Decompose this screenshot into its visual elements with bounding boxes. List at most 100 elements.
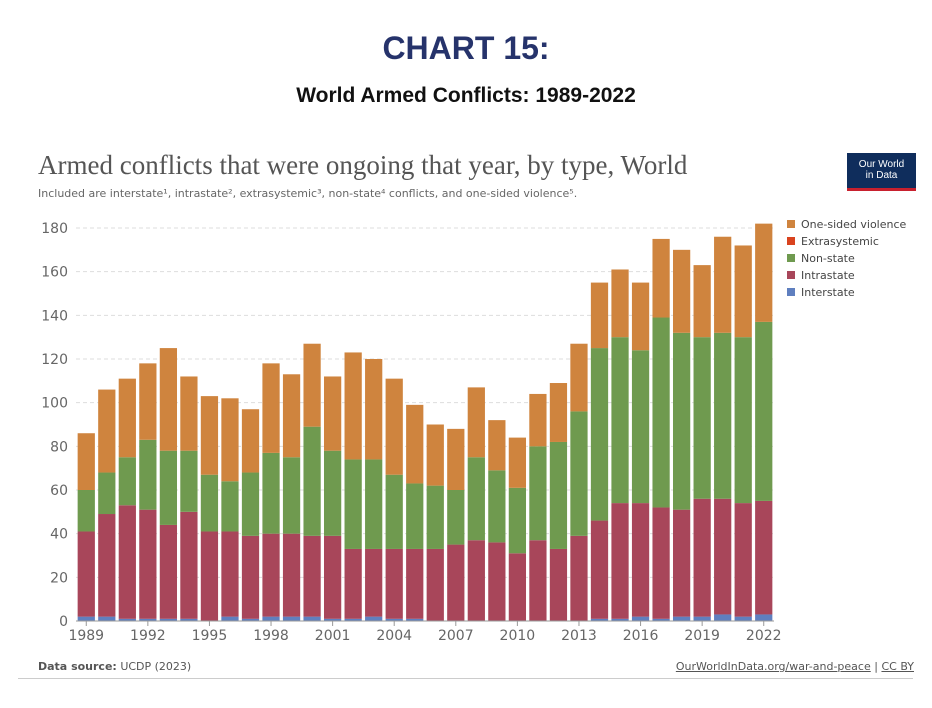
bar-segment-intrastate[interactable]: [672, 509, 691, 617]
bar-segment-non-state[interactable]: [508, 487, 527, 554]
bar-segment-intrastate[interactable]: [221, 531, 239, 617]
bar-segment-intrastate[interactable]: [447, 544, 465, 621]
bar-segment-non-state[interactable]: [631, 350, 650, 504]
legend-item-interstate[interactable]: Interstate: [787, 286, 855, 299]
bar-segment-one-sided-violence[interactable]: [734, 245, 752, 338]
source-link[interactable]: OurWorldInData.org/war-and-peace: [675, 660, 871, 673]
bar-segment-one-sided-violence[interactable]: [529, 393, 547, 447]
bar-segment-interstate[interactable]: [139, 618, 157, 621]
bar-segment-interstate[interactable]: [98, 616, 116, 621]
bar-segment-non-state[interactable]: [118, 457, 136, 506]
bar-segment-interstate[interactable]: [180, 618, 198, 621]
bar-segment-one-sided-violence[interactable]: [570, 343, 588, 412]
bar-segment-intrastate[interactable]: [426, 548, 444, 621]
bar-segment-one-sided-violence[interactable]: [549, 383, 568, 442]
bar-segment-non-state[interactable]: [77, 490, 95, 532]
bar-segment-non-state[interactable]: [755, 321, 773, 501]
bar-segment-one-sided-violence[interactable]: [406, 404, 424, 484]
bar-segment-intrastate[interactable]: [385, 548, 403, 619]
bar-segment-intrastate[interactable]: [200, 531, 219, 621]
bar-segment-interstate[interactable]: [693, 616, 711, 621]
bar-segment-interstate[interactable]: [590, 618, 609, 621]
bar-segment-one-sided-violence[interactable]: [631, 282, 650, 351]
bar-segment-intrastate[interactable]: [159, 524, 178, 619]
bar-segment-intrastate[interactable]: [180, 511, 198, 619]
legend-item-non-state[interactable]: Non-state: [787, 252, 855, 265]
bar-segment-one-sided-violence[interactable]: [139, 363, 157, 440]
bar-segment-interstate[interactable]: [159, 618, 178, 621]
bar-segment-non-state[interactable]: [282, 457, 301, 534]
bar-segment-one-sided-violence[interactable]: [672, 249, 691, 333]
bar-segment-non-state[interactable]: [488, 470, 506, 543]
bar-segment-intrastate[interactable]: [262, 533, 280, 617]
legend-item-intrastate[interactable]: Intrastate: [787, 269, 855, 282]
bar-segment-one-sided-violence[interactable]: [385, 378, 403, 475]
bar-segment-non-state[interactable]: [98, 472, 116, 515]
bar-segment-intrastate[interactable]: [508, 553, 527, 621]
bar-segment-interstate[interactable]: [282, 616, 301, 621]
bar-segment-intrastate[interactable]: [631, 503, 650, 617]
bar-segment-interstate[interactable]: [755, 614, 773, 621]
bar-segment-one-sided-violence[interactable]: [426, 424, 444, 486]
bar-segment-intrastate[interactable]: [98, 514, 116, 617]
our-world-in-data-logo[interactable]: Our World in Data: [847, 153, 916, 191]
bar-segment-one-sided-violence[interactable]: [365, 359, 383, 460]
bar-segment-one-sided-violence[interactable]: [200, 396, 219, 475]
bar-segment-one-sided-violence[interactable]: [303, 343, 321, 427]
bar-segment-non-state[interactable]: [529, 446, 547, 541]
bar-segment-non-state[interactable]: [590, 348, 609, 521]
bar-segment-non-state[interactable]: [652, 317, 670, 508]
bar-segment-interstate[interactable]: [303, 616, 321, 621]
bar-segment-interstate[interactable]: [118, 618, 136, 621]
bar-segment-interstate[interactable]: [652, 618, 670, 621]
bar-segment-intrastate[interactable]: [406, 548, 424, 619]
bar-segment-non-state[interactable]: [221, 481, 239, 532]
bar-segment-interstate[interactable]: [77, 616, 95, 621]
bar-segment-one-sided-violence[interactable]: [447, 428, 465, 490]
legend-item-one-sided-violence[interactable]: One-sided violence: [787, 218, 907, 231]
bar-segment-non-state[interactable]: [672, 332, 691, 510]
bar-segment-one-sided-violence[interactable]: [221, 398, 239, 482]
bar-segment-non-state[interactable]: [303, 426, 321, 536]
bar-segment-interstate[interactable]: [714, 614, 732, 621]
bar-segment-intrastate[interactable]: [652, 507, 670, 619]
bar-segment-one-sided-violence[interactable]: [241, 409, 260, 473]
bar-segment-non-state[interactable]: [549, 441, 568, 549]
bar-segment-intrastate[interactable]: [734, 503, 752, 617]
bar-segment-intrastate[interactable]: [118, 505, 136, 619]
bar-segment-one-sided-violence[interactable]: [693, 265, 711, 338]
bar-segment-one-sided-violence[interactable]: [98, 389, 116, 473]
bar-segment-interstate[interactable]: [672, 616, 691, 621]
bar-segment-intrastate[interactable]: [282, 533, 301, 617]
bar-segment-non-state[interactable]: [406, 483, 424, 549]
bar-segment-one-sided-violence[interactable]: [755, 223, 773, 322]
bar-segment-interstate[interactable]: [241, 618, 260, 621]
bar-segment-non-state[interactable]: [611, 337, 629, 504]
bar-segment-interstate[interactable]: [323, 618, 342, 621]
bar-segment-one-sided-violence[interactable]: [714, 236, 732, 333]
bar-segment-one-sided-violence[interactable]: [344, 352, 362, 460]
bar-segment-one-sided-violence[interactable]: [180, 376, 198, 451]
bar-segment-intrastate[interactable]: [611, 503, 629, 619]
bar-segment-intrastate[interactable]: [714, 498, 732, 615]
bar-segment-intrastate[interactable]: [365, 548, 383, 617]
license-link[interactable]: CC BY: [881, 660, 914, 673]
bar-segment-interstate[interactable]: [631, 616, 650, 621]
bar-segment-non-state[interactable]: [365, 459, 383, 549]
bar-segment-non-state[interactable]: [139, 439, 157, 510]
bar-segment-interstate[interactable]: [344, 618, 362, 621]
bar-segment-one-sided-violence[interactable]: [323, 376, 342, 451]
bar-segment-intrastate[interactable]: [529, 540, 547, 621]
bar-segment-non-state[interactable]: [385, 474, 403, 549]
bar-segment-intrastate[interactable]: [323, 535, 342, 619]
bar-segment-intrastate[interactable]: [467, 540, 485, 621]
bar-segment-intrastate[interactable]: [590, 520, 609, 619]
bar-segment-one-sided-violence[interactable]: [282, 374, 301, 458]
bar-segment-interstate[interactable]: [406, 618, 424, 621]
bar-segment-intrastate[interactable]: [77, 531, 95, 617]
bar-segment-interstate[interactable]: [611, 618, 629, 621]
legend-item-extrasystemic[interactable]: Extrasystemic: [787, 235, 879, 248]
bar-segment-one-sided-violence[interactable]: [508, 437, 527, 488]
bar-segment-non-state[interactable]: [570, 411, 588, 536]
bar-segment-intrastate[interactable]: [303, 535, 321, 617]
